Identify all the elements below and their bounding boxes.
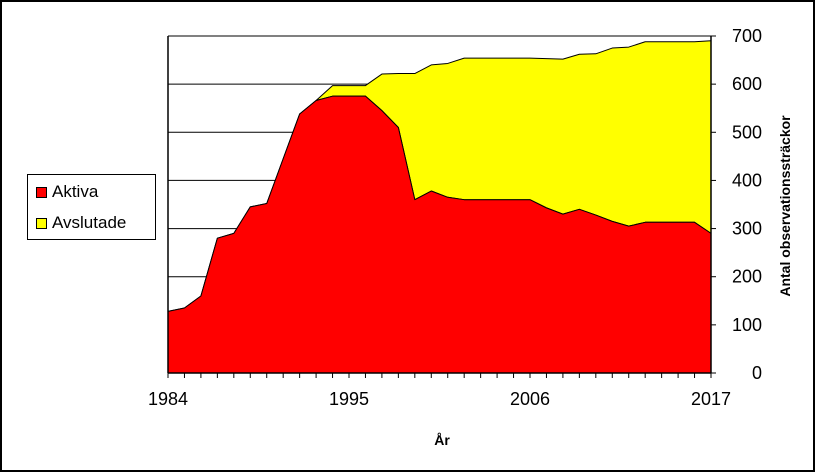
y-tick-label-700: 700 (732, 26, 762, 46)
legend-swatch-avslutade (36, 217, 47, 229)
legend-item-aktiva: Aktiva (36, 181, 98, 203)
y-tick-label-400: 400 (732, 170, 762, 190)
legend: Aktiva Avslutade (27, 174, 156, 240)
axes (167, 35, 716, 378)
y-tick-label-100: 100 (732, 315, 762, 335)
y-tick-label-600: 600 (732, 74, 762, 94)
y-axis-title: Antal observationssträckor (777, 115, 793, 297)
data-areas (167, 40, 712, 374)
x-tick-label-2006: 2006 (510, 389, 550, 409)
x-tick-label-2017: 2017 (691, 389, 731, 409)
y-tick-label-300: 300 (732, 219, 762, 239)
x-tick-label-1995: 1995 (329, 389, 369, 409)
legend-swatch-aktiva (36, 186, 47, 198)
x-tick-label-1984: 1984 (148, 389, 188, 409)
y-tick-label-0: 0 (752, 363, 762, 383)
legend-label-aktiva: Aktiva (52, 182, 99, 201)
y-tick-label-200: 200 (732, 267, 762, 287)
legend-label-avslutade: Avslutade (52, 213, 127, 232)
y-tick-label-500: 500 (732, 122, 762, 142)
tick-labels: 0 100 200 300 400 500 600 700 1984 1995 2006 2017 (148, 26, 762, 409)
x-axis-title: År (434, 432, 450, 448)
legend-item-avslutade: Avslutade (36, 212, 126, 234)
